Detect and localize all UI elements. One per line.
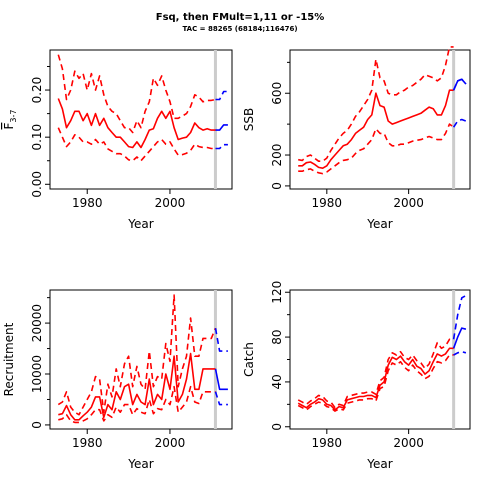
y-tick-label: 20000 — [30, 304, 44, 342]
y-tick-label: 80 — [270, 329, 284, 344]
y-tick-label: 0.20 — [30, 77, 44, 104]
x-axis-label: Year — [127, 217, 153, 231]
figure-title: Fsq, then FMult=1,11 or -15% — [156, 12, 325, 23]
y-axis-label: Catch — [242, 342, 256, 377]
y-tick-label: 0.10 — [30, 124, 44, 151]
x-tick-label: 2000 — [155, 196, 186, 210]
y-axis-label-sub: 3-7 — [9, 110, 18, 123]
y-axis-label-main: F — [2, 122, 16, 129]
plot-frame — [49, 49, 233, 190]
forecast-median-line — [452, 327, 467, 349]
forecast-upper-line — [452, 294, 467, 340]
y-tick-label: 120 — [270, 281, 284, 304]
x-axis-label: Year — [366, 457, 392, 471]
plot-frame — [289, 289, 471, 430]
plot-frame — [49, 289, 233, 430]
y-axis-label: SSB — [242, 108, 256, 131]
y-tick-label: 600 — [270, 82, 284, 105]
historic-lower-line — [57, 127, 216, 162]
x-tick-label: 1980 — [312, 436, 343, 450]
forecast-lower-line — [214, 391, 228, 406]
f-panel: 1980 2000 0.00 0.10 0.20 Year F3-7 — [2, 49, 233, 231]
y-axis-label: Recruitment — [2, 322, 16, 396]
historic-upper-line — [57, 294, 217, 416]
x-axis-label: Year — [127, 457, 153, 471]
x-tick-label: 2000 — [393, 436, 424, 450]
x-axis-label: Year — [366, 217, 392, 231]
figure-subtitle: TAC = 88265 (68184;116476) — [182, 25, 297, 33]
historic-lower-line — [297, 354, 454, 412]
y-tick-label: 0 — [270, 423, 284, 431]
y-tick-label: 200 — [270, 144, 284, 167]
forecast-upper-line — [215, 90, 228, 101]
plot-frame — [289, 49, 471, 190]
x-tick-label: 2000 — [155, 436, 186, 450]
x-tick-label: 2000 — [393, 196, 424, 210]
historic-median-line — [298, 89, 454, 169]
x-tick-label: 1980 — [312, 196, 343, 210]
historic-upper-line — [57, 54, 216, 134]
historic-upper-line — [298, 46, 454, 162]
y-tick-label: 10000 — [30, 355, 44, 393]
forecast-upper-line — [214, 328, 228, 352]
x-tick-label: 1980 — [72, 196, 103, 210]
historic-lower-line — [58, 385, 216, 424]
forecast-median-line — [215, 124, 228, 131]
y-tick-label: 0 — [30, 421, 44, 429]
y-tick-label: 40 — [270, 374, 284, 389]
forecast-lower-line — [452, 118, 467, 128]
historic-lower-line — [298, 123, 455, 175]
y-tick-label: 0 — [270, 182, 284, 190]
ssb-panel: 1980 2000 0 200 600 Year SSB — [242, 46, 471, 231]
y-tick-label: 0.00 — [30, 171, 44, 198]
catch-panel: 1980 2000 0 40 80 120 Year Catch — [242, 281, 471, 471]
historic-median-line — [297, 347, 454, 411]
historic-median-line — [57, 98, 216, 149]
historic-median-line — [58, 352, 216, 421]
historic-upper-line — [297, 338, 454, 409]
x-tick-label: 1980 — [72, 436, 103, 450]
y-axis-label: F3-7 — [2, 110, 18, 130]
forecast-lower-line — [215, 143, 228, 150]
forecast-median-line — [452, 78, 467, 91]
forecast-median-line — [214, 368, 228, 391]
forecast-lower-line — [453, 350, 467, 356]
